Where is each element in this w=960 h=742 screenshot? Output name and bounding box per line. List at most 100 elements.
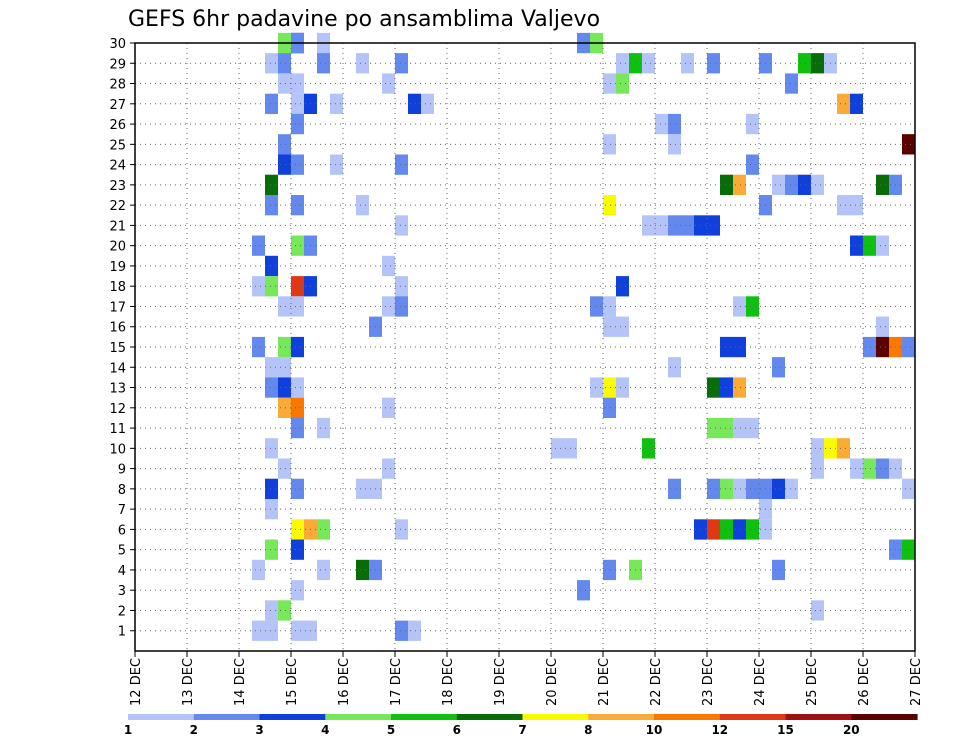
heatmap-cell	[876, 174, 889, 195]
heatmap-cell	[837, 93, 850, 114]
y-tick-label: 30	[109, 37, 126, 52]
y-tick-label: 2	[118, 604, 126, 619]
heatmap-cell	[733, 519, 746, 540]
heatmap-cell	[408, 93, 421, 114]
heatmap-cell	[265, 195, 278, 216]
heatmap-cell	[863, 235, 876, 256]
heatmap-cell	[850, 93, 863, 114]
y-tick-label: 19	[109, 260, 126, 275]
colorbar-label: 20	[843, 723, 860, 737]
heatmap-cell	[707, 519, 720, 540]
x-tick-label: 16 DEC	[337, 658, 352, 706]
heatmap-cell	[707, 53, 720, 74]
y-tick-label: 27	[109, 98, 126, 113]
y-tick-label: 6	[118, 523, 126, 538]
heatmap-cell	[265, 438, 278, 459]
heatmap-cell	[707, 377, 720, 398]
heatmap-cell	[733, 336, 746, 358]
grid-lines	[135, 42, 915, 651]
colorbar-label: 1	[124, 723, 132, 737]
heatmap-cell	[551, 438, 564, 459]
heatmap-cell	[746, 417, 759, 439]
heatmap-cell	[317, 559, 330, 581]
heatmap-cell	[356, 53, 369, 74]
heatmap-cell	[603, 296, 616, 317]
y-tick-label: 13	[109, 382, 126, 397]
colorbar-swatch	[391, 714, 458, 720]
heatmap-cell	[733, 478, 746, 499]
x-tick-label: 13 DEC	[181, 658, 196, 706]
heatmap-cell	[616, 316, 629, 337]
heatmap-cell	[863, 458, 876, 479]
heatmap-cell	[408, 620, 421, 641]
heatmap-cell	[603, 377, 616, 398]
heatmap-cell	[850, 235, 863, 256]
heatmap-cell	[603, 73, 616, 94]
y-tick-label: 28	[109, 78, 126, 93]
heatmap-cell	[265, 255, 278, 277]
y-tick-label: 20	[109, 240, 126, 255]
heatmap-cell	[720, 519, 733, 540]
colorbar-swatch	[259, 714, 326, 720]
heatmap-cell	[421, 93, 434, 114]
heatmap-cell	[265, 174, 278, 195]
heatmap-cell	[356, 478, 369, 499]
heatmap-cell	[603, 397, 616, 418]
heatmap-cell	[707, 215, 720, 236]
heatmap-cell	[876, 458, 889, 479]
heatmap-cell	[278, 73, 291, 94]
heatmap-cell	[876, 235, 889, 256]
heatmap-cell	[668, 357, 681, 378]
heatmap-cell	[291, 620, 304, 641]
y-tick-label: 12	[109, 402, 126, 417]
heatmap-cell	[616, 73, 629, 94]
heatmap-cell	[733, 417, 746, 439]
heatmap-cell	[655, 215, 668, 236]
heatmap-cell	[291, 73, 304, 94]
heatmap-cell	[291, 539, 304, 560]
heatmap-cell	[681, 53, 694, 74]
heatmap-cell	[291, 478, 304, 499]
y-tick-label: 24	[109, 159, 126, 174]
heatmap-cell	[603, 316, 616, 337]
y-tick-label: 22	[109, 199, 126, 214]
heatmap-cell	[330, 93, 343, 114]
x-tick-label: 20 DEC	[545, 658, 560, 706]
x-tick-label: 27 DEC	[909, 658, 924, 706]
heatmap-cell	[850, 458, 863, 479]
heatmap-cell	[265, 478, 278, 499]
heatmap-cell	[265, 499, 278, 520]
heatmap-cell	[382, 255, 395, 277]
heatmap-cell	[720, 478, 733, 499]
heatmap-cell	[811, 53, 824, 74]
heatmap-cell	[252, 559, 265, 581]
y-tick-label: 15	[109, 341, 126, 356]
heatmap-cell	[278, 397, 291, 418]
y-tick-label: 26	[109, 118, 126, 133]
heatmap-cell	[837, 195, 850, 216]
y-tick-label: 7	[118, 503, 126, 518]
y-tick-label: 18	[109, 280, 126, 295]
colorbar-swatch	[128, 714, 195, 720]
heatmap-cell	[707, 478, 720, 499]
x-tick-label: 25 DEC	[805, 658, 820, 706]
heatmap-cell	[395, 276, 408, 297]
heatmap-cell	[291, 235, 304, 256]
heatmap-cell	[733, 174, 746, 195]
heatmap-cell	[902, 478, 915, 499]
heatmap-cell	[811, 174, 824, 195]
heatmap-cell	[850, 195, 863, 216]
heatmap-cell	[811, 438, 824, 459]
heatmap-cell	[278, 377, 291, 398]
colorbar-swatch	[851, 714, 918, 720]
heatmap-cell	[278, 134, 291, 155]
heatmap-cell	[876, 336, 889, 358]
heatmap-cell	[278, 357, 291, 378]
x-tick-label: 23 DEC	[701, 658, 716, 706]
heatmap-cell	[395, 620, 408, 641]
colorbar-label: 4	[321, 723, 329, 737]
x-tick-label: 26 DEC	[857, 658, 872, 706]
heatmap-cell	[603, 134, 616, 155]
heatmap-cell	[382, 296, 395, 317]
